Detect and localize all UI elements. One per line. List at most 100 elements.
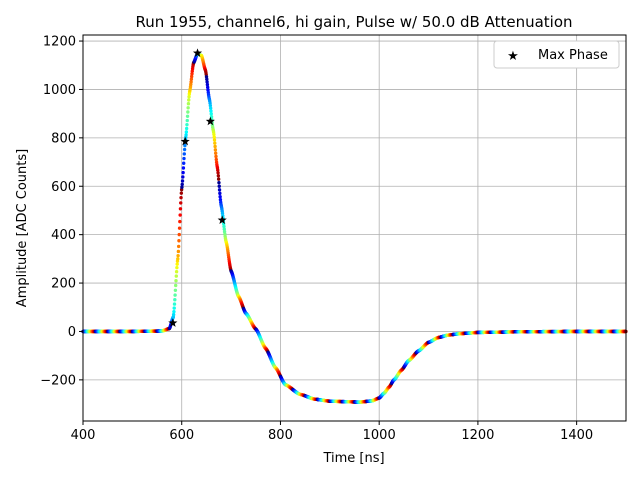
pulse-sample-point: [176, 244, 181, 249]
pulse-sample-point: [182, 152, 186, 156]
x-tick-label: 400: [71, 428, 96, 443]
pulse-sample-point: [173, 288, 178, 293]
pulse-sample-point: [178, 207, 183, 211]
x-axis-label: Time [ns]: [322, 451, 384, 466]
pulse-sample-point: [183, 143, 187, 148]
legend-star-icon: ★: [507, 49, 519, 64]
pulse-sample-point: [178, 219, 182, 224]
pulse-sample-point: [214, 157, 218, 162]
pulse-sample-point: [217, 188, 222, 192]
pulse-sample-point: [187, 98, 191, 102]
pulse-sample-point: [181, 175, 185, 179]
chart-title: Run 1955, channel6, hi gain, Pulse w/ 50…: [135, 13, 572, 31]
pulse-sample-point: [213, 141, 217, 145]
y-tick-label: 1200: [43, 35, 76, 50]
y-tick-label: 600: [51, 180, 76, 195]
pulse-sample-point: [171, 312, 176, 317]
y-tick-label: 800: [51, 131, 76, 146]
x-tick-label: 600: [169, 428, 194, 443]
legend-entry-max-phase: Max Phase: [538, 48, 608, 63]
pulse-sample-point: [177, 232, 181, 237]
pulse-sample-point: [209, 112, 213, 116]
pulse-sample-point: [189, 80, 193, 84]
pulse-sample-point: [218, 198, 223, 202]
pulse-sample-point: [173, 293, 177, 297]
pulse-sample-point: [216, 174, 221, 178]
pulse-sample-point: [213, 148, 218, 152]
x-tick-label: 1000: [363, 428, 396, 443]
pulse-sample-point: [208, 106, 213, 110]
y-tick-label: 200: [51, 277, 76, 292]
y-axis-ticks: −200 0 200 400 600 800 1000 1200: [40, 35, 83, 388]
pulse-sample-point: [214, 154, 218, 159]
y-tick-label: 0: [68, 325, 76, 340]
max-phase-star: [168, 318, 178, 327]
pulse-sample-point: [213, 151, 218, 155]
pulse-sample-point: [187, 95, 191, 99]
pulse-sample-point: [190, 72, 194, 76]
pulse-sample-point: [181, 170, 185, 175]
max-phase-star: [180, 136, 190, 146]
pulse-sample-point: [185, 114, 190, 119]
pulse-sample-point: [184, 133, 188, 137]
pulse-sample-point: [177, 226, 182, 230]
pulse-sample-point: [175, 262, 179, 266]
pulse-sample-point: [209, 109, 213, 113]
pulse-sample-point: [172, 302, 177, 306]
pulse-sample-point: [212, 135, 216, 139]
pulse-sample-point: [186, 110, 190, 114]
pulse-sample-point: [218, 191, 222, 196]
pulse-sample-point: [176, 253, 180, 258]
pulse-sample-point: [204, 75, 209, 79]
pulse-sample-point: [182, 147, 187, 152]
pulse-sample-point: [218, 195, 222, 199]
legend: ★ Max Phase: [493, 40, 620, 69]
pulse-sample-point: [189, 77, 194, 81]
pulse-sample-point: [176, 257, 180, 261]
pulse-sample-point: [178, 213, 182, 217]
x-tick-label: 800: [268, 428, 293, 443]
pulse-sample-point: [184, 126, 189, 131]
pulse-sample-point: [212, 138, 217, 142]
y-axis-label: Amplitude [ADC Counts]: [15, 149, 30, 307]
pulse-sample-point: [212, 132, 216, 137]
pulse-sample-point: [205, 82, 210, 87]
max-phase-star: [205, 116, 215, 126]
pulse-sample-point: [174, 283, 178, 288]
y-tick-label: 1000: [43, 83, 76, 98]
pulse-sample-point: [213, 144, 217, 149]
pulse-sample-point: [175, 265, 179, 270]
pulse-sample-point: [180, 179, 185, 183]
pulse-sample-point: [180, 182, 184, 187]
pulse-sample-point: [179, 201, 183, 205]
pulse-sample-point: [185, 118, 189, 123]
pulse-sample-point: [186, 102, 191, 106]
pulse-sample-point: [208, 103, 213, 108]
pulse-sample-point: [184, 130, 189, 134]
max-phase-markers: [168, 48, 227, 327]
pulse-sample-point: [182, 161, 186, 165]
pulse-sample-point: [176, 249, 181, 254]
pulse-sample-point: [172, 309, 176, 314]
pulse-sample-point: [181, 166, 186, 170]
pulse-sample-point: [174, 269, 179, 274]
pulse-sample-point: [217, 184, 221, 188]
plot-background: [83, 35, 626, 421]
x-tick-label: 1400: [560, 428, 593, 443]
pulse-sample-point: [177, 239, 181, 243]
x-tick-label: 1200: [461, 428, 494, 443]
pulse-sample-point: [185, 122, 189, 127]
pulse-sample-point: [217, 180, 221, 185]
max-phase-star: [192, 48, 203, 58]
x-axis-ticks: 400 600 800 1000 1200 1400: [71, 421, 593, 443]
pulse-sample-point: [179, 191, 184, 195]
pulse-sample-point: [174, 274, 178, 278]
pulse-sample-point: [205, 80, 209, 84]
pulse-sample-point: [216, 168, 220, 172]
pulse-samples: [81, 51, 628, 404]
pulse-sample-point: [182, 156, 186, 161]
max-phase-star: [217, 215, 227, 225]
pulse-sample-point: [222, 224, 226, 229]
pulse-sample-point: [179, 195, 183, 200]
